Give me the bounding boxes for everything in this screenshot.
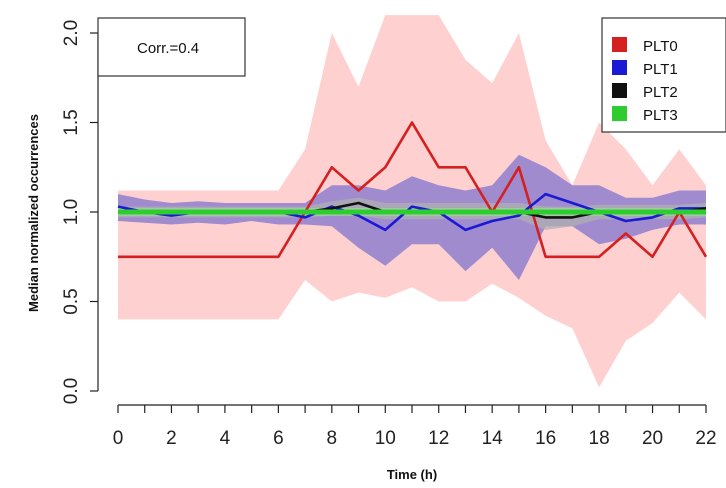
x-tick-label: 8	[327, 428, 338, 449]
y-tick-label: 1.5	[61, 109, 82, 135]
legend: PLT0 PLT1 PLT2 PLT3	[601, 17, 726, 133]
legend-swatch-plt0	[612, 37, 627, 52]
y-axis-title: Median normalized occurrences	[26, 114, 41, 312]
x-tick-label: 0	[113, 428, 124, 449]
legend-swatch-plt2	[612, 83, 627, 98]
legend-swatch-plt1	[612, 60, 627, 75]
series-lines	[117, 121, 708, 259]
y-tick-label: 2.0	[61, 20, 82, 46]
legend-label-plt2: PLT2	[643, 84, 678, 101]
x-tick-label: 4	[220, 428, 231, 449]
axes: 0 2 4 6 8 10 12 14 16 18 20 22 0.0 0.5 1.0 1.5 2.0	[61, 20, 717, 449]
legend-label-plt0: PLT0	[643, 38, 678, 55]
annotation-text: Corr.=0.4	[137, 40, 199, 57]
x-tick-label: 16	[535, 428, 556, 449]
correlation-annotation: Corr.=0.4	[97, 17, 246, 77]
legend-swatch-plt3	[612, 106, 627, 121]
legend-label-plt3: PLT3	[643, 107, 678, 124]
y-tick-label: 0.0	[61, 378, 82, 404]
x-tick-label: 18	[589, 428, 610, 449]
x-tick-label: 10	[375, 428, 396, 449]
y-tick-label: 1.0	[61, 199, 82, 225]
line-plt0	[118, 121, 708, 259]
x-axis-title: Time (h)	[387, 467, 437, 482]
x-tick-label: 14	[482, 428, 504, 449]
y-tick-label: 0.5	[61, 288, 82, 314]
legend-label-plt1: PLT1	[643, 61, 678, 78]
x-tick-label: 20	[642, 428, 663, 449]
x-tick-label: 12	[428, 428, 449, 449]
x-tick-label: 2	[166, 428, 177, 449]
x-tick-label: 6	[273, 428, 284, 449]
x-tick-label: 22	[695, 428, 716, 449]
annotation-box	[97, 17, 246, 77]
